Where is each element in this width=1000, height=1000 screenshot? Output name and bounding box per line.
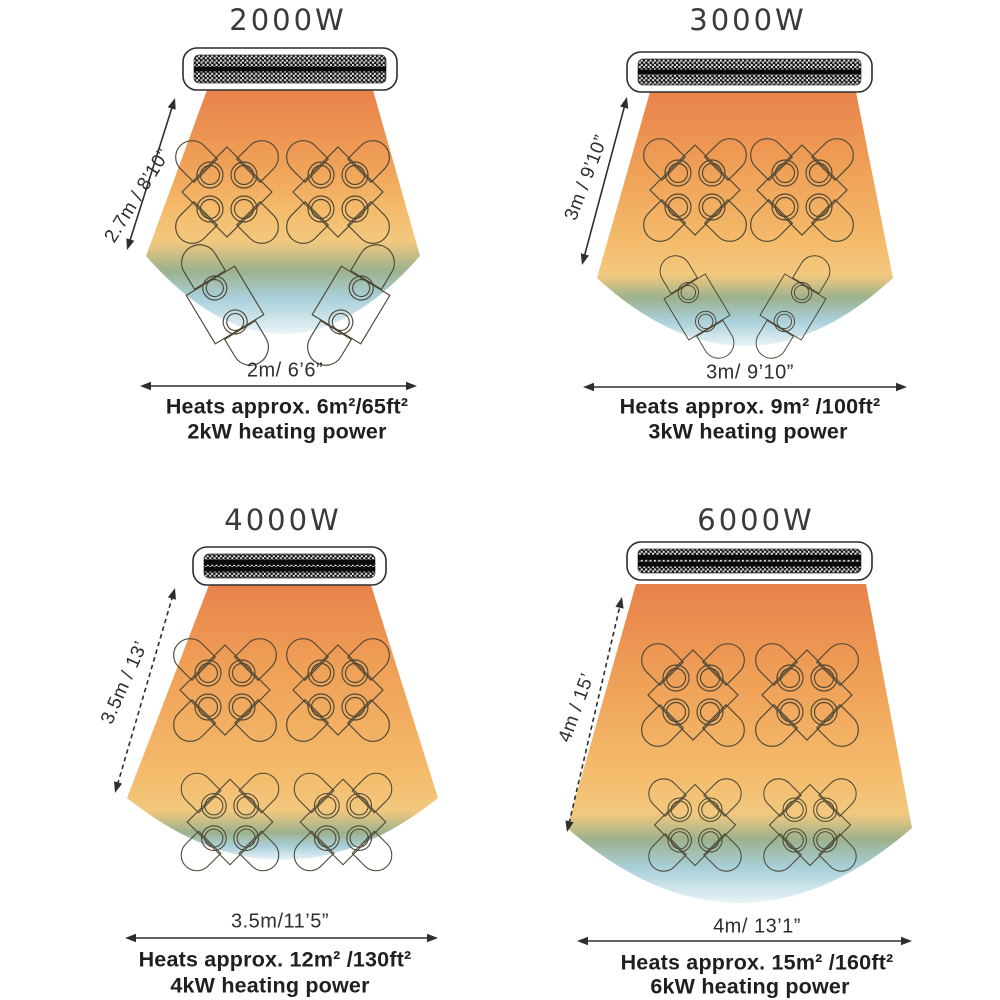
panel-2000w: 2000W 2.7m / 8’10” 2m/ 6’6” Heats approx… [0,0,500,500]
coverage-area-label: Heats approx. 15m² /160ft² [620,950,894,975]
heater-unit-graphic [626,541,873,581]
coverage-width-label: 3m/ 9’10” [706,361,794,384]
heat-spread-cone [127,585,438,860]
heating-power-label: 6kW heating power [650,974,850,999]
heating-power-label: 2kW heating power [187,419,387,444]
panel-6000w: 6000W 4m / 15’ 4m/ 13’1” Heats approx. 1… [500,500,1000,1000]
heating-power-label: 4kW heating power [170,973,370,998]
width-dimension-arrow [583,382,907,392]
heater-unit-graphic [626,51,873,93]
panel-title: 2000W [229,3,347,37]
width-dimension-arrow [140,381,417,391]
heat-cone-graphic-6000w [565,541,912,946]
panel-title: 6000W [697,503,815,537]
width-dimension-arrow [125,933,438,943]
heater-unit-graphic [192,546,387,586]
coverage-width-label: 4m/ 13’1” [713,915,801,938]
heating-power-label: 3kW heating power [648,419,848,444]
height-dimension-arrow [126,98,176,250]
coverage-area-label: Heats approx. 12m² /130ft² [138,947,412,972]
heat-spread-cone [146,90,420,334]
panel-title: 3000W [689,3,807,37]
panel-4000w: 4000W 3.5m / 13’ 3.5m/11’5” Heats approx… [0,500,500,1000]
width-dimension-arrow [577,936,912,946]
coverage-width-label: 2m/ 6’6” [246,359,324,382]
heat-cone-graphic-2000w [126,47,425,391]
coverage-area-label: Heats approx. 9m² /100ft² [619,394,881,419]
panel-title: 4000W [224,503,342,537]
coverage-width-label: 3.5m/11’5” [230,910,330,933]
heater-unit-graphic [182,47,398,91]
heat-cone-graphic-4000w [114,546,438,943]
height-dimension-arrow [114,588,176,793]
heat-cone-graphic-3000w [580,51,907,392]
height-dimension-arrow [565,597,624,832]
heat-spread-cone [567,584,912,903]
height-dimension-arrow [580,97,629,265]
coverage-area-label: Heats approx. 6m²/65ft² [165,394,409,419]
panel-3000w: 3000W 3m / 9’10” 3m/ 9’10” Heats approx.… [500,0,1000,500]
